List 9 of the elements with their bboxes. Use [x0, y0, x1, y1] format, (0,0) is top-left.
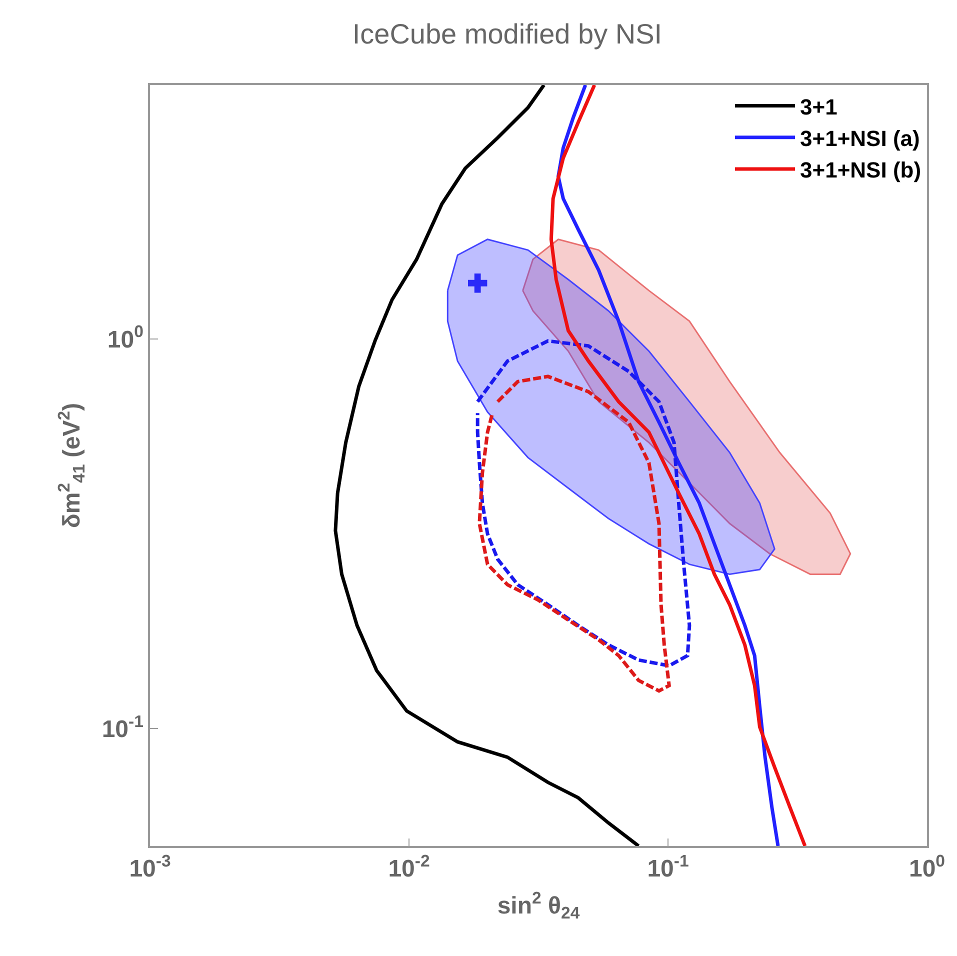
x-tick-label: 10$^{-2}$ — [388, 851, 430, 883]
x-tick-label: 10$^{0}$ — [908, 851, 946, 883]
chart-title: IceCube modified by NSI — [352, 18, 662, 50]
legend-label: 3+1+NSI (a) — [800, 126, 920, 151]
legend-label: 3+1 — [800, 94, 838, 120]
x-tick-label: 10$^{-3}$ — [129, 851, 171, 883]
x-tick-label: 10$^{-1}$ — [647, 851, 689, 883]
legend-label: 3+1+NSI (b) — [800, 158, 922, 183]
x-axis-title: sin$^{2}$ θ$_{24}$ — [497, 888, 580, 922]
